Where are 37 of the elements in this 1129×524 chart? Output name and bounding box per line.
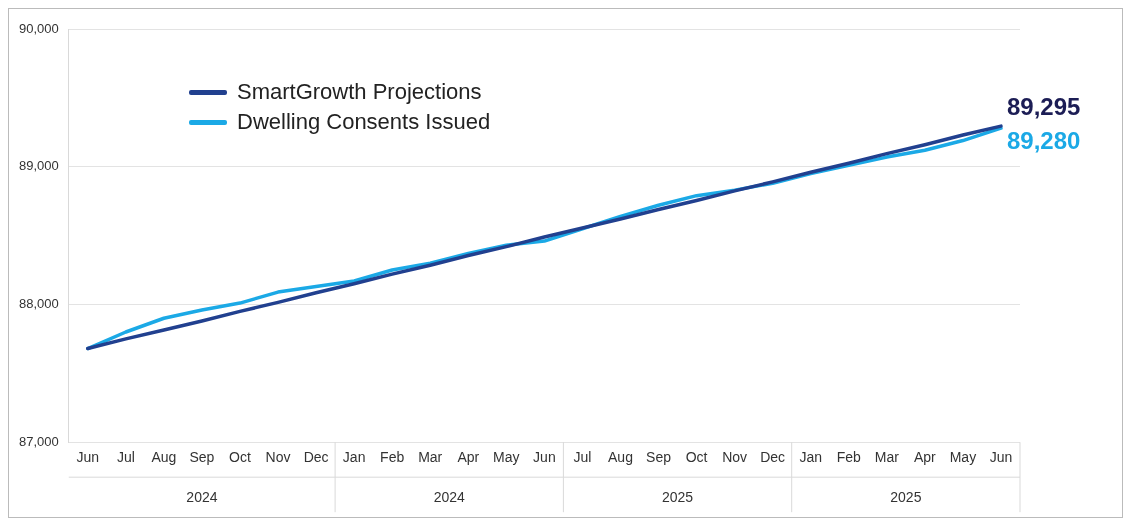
legend-label: SmartGrowth Projections	[237, 79, 482, 105]
x-tick-label: May	[493, 449, 520, 466]
x-tick-label: Jun	[989, 449, 1013, 466]
x-tick-label: Aug	[608, 449, 633, 466]
x-tick-label: Nov	[265, 449, 291, 466]
x-tick-label: Oct	[229, 449, 251, 466]
text: 2025	[890, 489, 922, 506]
legend-label: Dwelling Consents Issued	[237, 109, 491, 135]
data-label: 89,280	[1006, 126, 1081, 154]
text: 2024	[186, 489, 218, 506]
x-tick-label: Dec	[760, 449, 786, 466]
x-tick-label: Jul	[116, 449, 135, 466]
x-tick-label: Oct	[685, 449, 708, 466]
y-tick-label: 90,000	[19, 20, 59, 36]
x-tick-label: Jul	[573, 449, 592, 466]
x-tick-label: Jan	[342, 449, 366, 466]
x-tick-label: Sep	[189, 449, 215, 466]
y-tick-label: 87,000	[19, 433, 59, 449]
x-tick-label: May	[949, 449, 977, 466]
x-tick-label: Aug	[151, 449, 177, 466]
x-tick-label: Dec	[303, 449, 329, 466]
text: 2024	[433, 489, 466, 506]
x-tick-label: Apr	[913, 449, 937, 466]
x-tick-label: Feb	[836, 449, 862, 466]
y-tick-label: 88,000	[19, 296, 59, 312]
x-tick-label: Mar	[874, 449, 900, 466]
x-tick-label: Apr	[457, 449, 480, 466]
text: 2025	[661, 489, 694, 506]
x-tick-label: Jun	[533, 449, 556, 466]
x-tick-label: Sep	[646, 449, 672, 466]
x-tick-label: Jun	[76, 449, 100, 466]
x-tick-label: Mar	[418, 449, 443, 466]
x-tick-label: Nov	[722, 449, 748, 466]
y-tick-label: 89,000	[19, 158, 59, 174]
x-tick-label: Feb	[380, 449, 405, 466]
data-label: 89,295	[1006, 92, 1081, 120]
x-tick-label: Jan	[799, 449, 823, 466]
